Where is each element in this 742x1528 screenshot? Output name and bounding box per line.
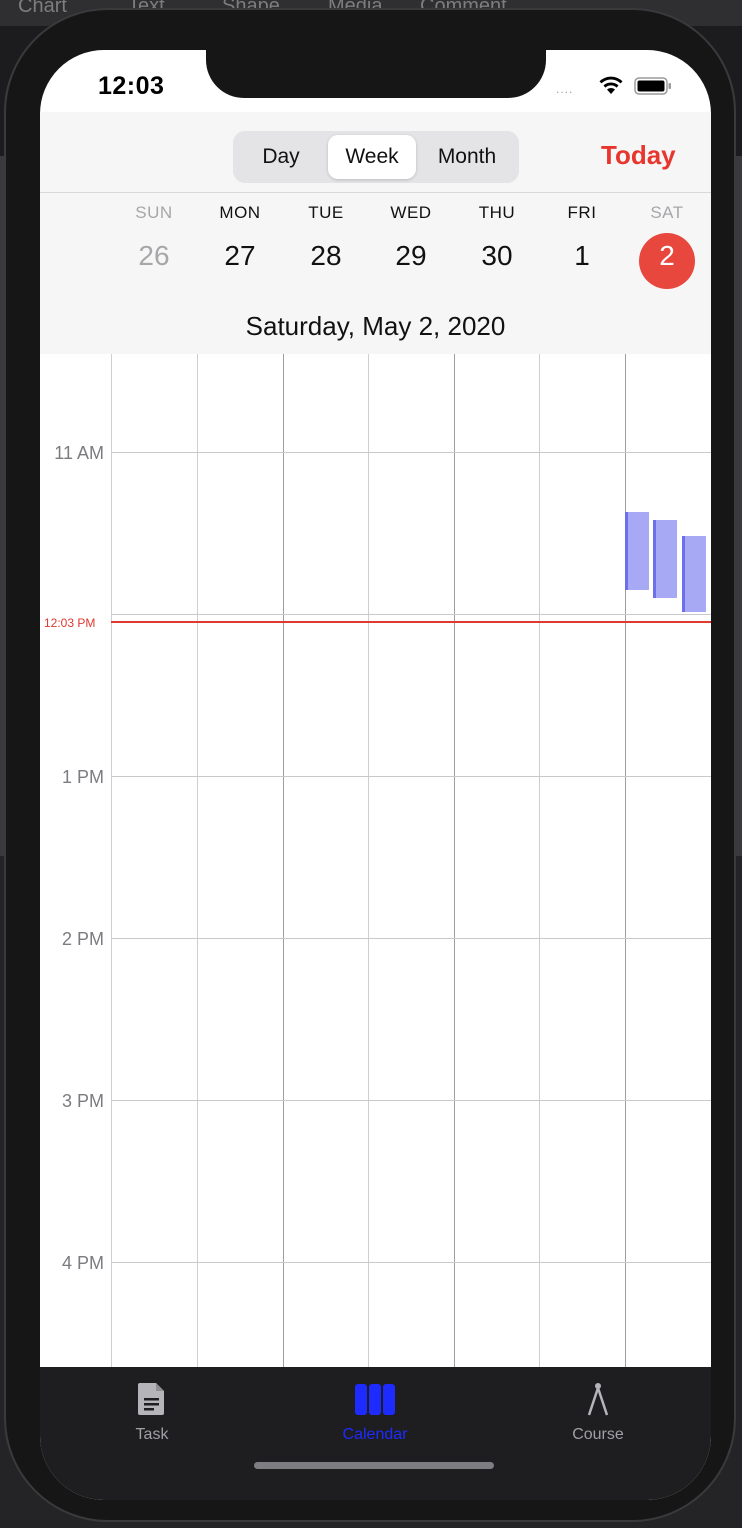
weekday-label: MON <box>219 203 261 222</box>
date-cell-28[interactable]: 28 <box>310 240 342 271</box>
day-column-divider <box>454 354 455 1367</box>
notch <box>206 50 546 98</box>
day-column-divider <box>368 354 369 1367</box>
weekday-label: FRI <box>567 203 597 222</box>
day-column-divider <box>197 354 198 1367</box>
signal-icon: .... <box>556 82 574 96</box>
date-cell-26[interactable]: 26 <box>138 240 170 271</box>
tab-label: Course <box>572 1426 624 1443</box>
hour-label-3pm: 3 PM <box>61 1091 104 1111</box>
current-time-line <box>111 621 711 623</box>
weekday-label: SUN <box>135 203 173 222</box>
date-cell-27[interactable]: 27 <box>224 240 256 271</box>
weekday-label: TUE <box>308 203 344 222</box>
toolbar-item-chart[interactable]: Chart <box>18 0 67 17</box>
day-column-divider <box>111 354 112 1367</box>
weekday-label: THU <box>478 203 516 222</box>
hour-label-2pm: 2 PM <box>61 929 104 949</box>
calendar-event-block[interactable] <box>682 536 706 612</box>
compass-icon <box>587 1383 609 1416</box>
divider <box>40 192 711 193</box>
hour-line <box>111 776 711 777</box>
phone-screen: 12:03 .... Day Week Month Today SUN MON … <box>40 50 711 1500</box>
hour-label-11am: 11 AM <box>54 443 104 463</box>
date-cell-1[interactable]: 1 <box>574 240 590 271</box>
weekday-label: SAT <box>650 203 684 222</box>
calendar-event-block[interactable] <box>653 520 677 598</box>
calendar-columns-icon <box>355 1384 395 1415</box>
battery-icon <box>634 77 671 95</box>
segment-month[interactable]: Month <box>437 145 497 168</box>
selected-date-circle <box>639 233 695 289</box>
tab-label: Task <box>135 1426 169 1443</box>
hour-line <box>111 452 711 453</box>
tab-label: Calendar <box>342 1426 408 1443</box>
weekday-label: WED <box>390 203 432 222</box>
hour-line <box>111 1262 711 1263</box>
document-icon <box>138 1383 164 1415</box>
tab-bar: Task Calendar Course <box>40 1367 711 1500</box>
hour-line <box>111 938 711 939</box>
hour-label-4pm: 4 PM <box>61 1253 104 1273</box>
segment-week[interactable]: Week <box>328 135 416 179</box>
day-column-divider <box>625 354 626 1367</box>
wifi-icon <box>599 76 623 94</box>
phone-frame: 12:03 .... Day Week Month Today SUN MON … <box>4 8 736 1522</box>
segment-day[interactable]: Day <box>262 145 300 168</box>
calendar-event-block[interactable] <box>625 512 649 590</box>
hour-label-1pm: 1 PM <box>61 767 104 787</box>
day-column-divider <box>283 354 284 1367</box>
home-indicator[interactable] <box>254 1462 494 1469</box>
selected-date-title: Saturday, May 2, 2020 <box>245 311 506 341</box>
date-cell-29[interactable]: 29 <box>395 240 427 271</box>
day-column-divider <box>539 354 540 1367</box>
view-mode-segmented-control: Day Week Month <box>233 131 519 183</box>
today-button[interactable]: Today <box>601 140 676 170</box>
week-timeline[interactable]: 11 AM 1 PM 2 PM 3 PM 4 PM 12:03 PM <box>40 354 711 1367</box>
hour-line <box>111 614 711 615</box>
tab-calendar[interactable]: Calendar <box>305 1381 445 1444</box>
tab-course[interactable]: Course <box>528 1381 668 1444</box>
tab-task[interactable]: Task <box>82 1381 222 1444</box>
current-time-label: 12:03 PM <box>44 616 96 630</box>
hour-line <box>111 1100 711 1101</box>
status-time: 12:03 <box>98 72 165 100</box>
date-cell-2-selected[interactable]: 2 <box>659 240 675 271</box>
date-cell-30[interactable]: 30 <box>481 240 513 271</box>
